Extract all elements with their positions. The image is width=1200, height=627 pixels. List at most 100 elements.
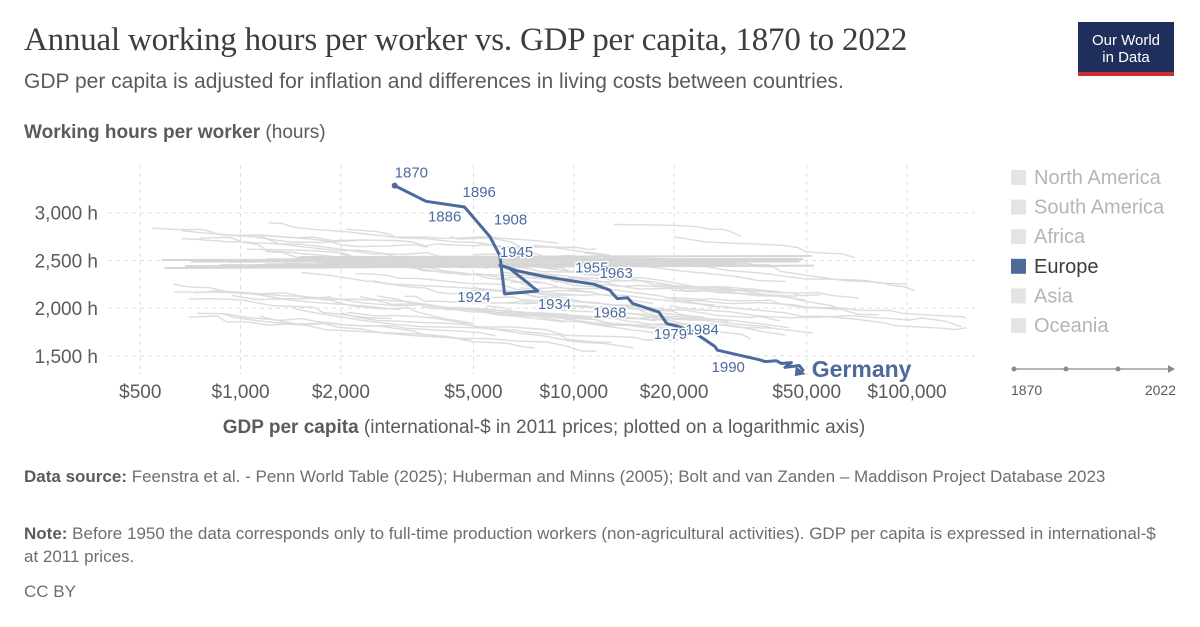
y-tick-label: 2,000 h	[35, 299, 98, 320]
legend-swatch-oceania	[1011, 318, 1026, 333]
background-country-line	[188, 297, 392, 320]
year-label-1990: 1990	[712, 359, 745, 376]
year-label-1955: 1955	[575, 260, 608, 277]
series-label-germany: Germany	[812, 356, 912, 382]
year-label-1886: 1886	[428, 208, 461, 225]
grid-lines	[108, 165, 975, 375]
y-tick-label: 1,500 h	[35, 347, 98, 368]
timeline-slider[interactable]: 1870 2022	[1011, 365, 1176, 398]
background-country-line	[341, 312, 679, 341]
background-country-line	[164, 265, 517, 270]
background-country-line	[288, 304, 634, 349]
germany-line[interactable]	[394, 184, 805, 373]
year-label-1896: 1896	[463, 184, 496, 201]
year-label-1968: 1968	[593, 304, 626, 321]
axis-ticks: 1,500 h 2,000 h 2,500 h 3,000 h $500 $1,000 $2…	[35, 204, 947, 403]
y-axis-label: Working hours per worker (hours)	[24, 122, 326, 143]
x-tick-label: $20,000	[640, 382, 709, 403]
y-tick-label: 3,000 h	[35, 204, 98, 225]
year-label-1924: 1924	[457, 289, 490, 306]
legend-item-south-america[interactable]: South America	[1034, 197, 1165, 219]
background-country-line	[161, 257, 804, 261]
x-tick-label: $500	[119, 382, 161, 403]
legend-item-north-america[interactable]: North America	[1034, 167, 1162, 189]
background-country-line	[505, 268, 860, 299]
chart-title: Annual working hours per worker vs. GDP …	[24, 22, 908, 58]
background-country-line	[373, 281, 591, 308]
note-text: Before 1950 the data corresponds only to…	[24, 524, 1156, 566]
note-label: Note:	[24, 524, 68, 543]
x-tick-label: $50,000	[772, 382, 841, 403]
timeline-tick	[1011, 366, 1017, 372]
background-country-line	[299, 255, 812, 259]
background-country-line	[355, 272, 539, 293]
background-country-line	[501, 302, 711, 322]
background-country-line	[567, 276, 798, 297]
background-country-line	[613, 223, 742, 238]
y-tick-label: 2,500 h	[35, 251, 98, 272]
license[interactable]: CC BY	[24, 582, 76, 601]
legend-swatch-north-america	[1011, 170, 1026, 185]
background-country-line	[597, 305, 729, 323]
scatter-chart: Working hours per worker (hours) 1,500 h…	[24, 122, 1176, 438]
background-country-line	[174, 291, 401, 311]
data-source: Data source: Feenstra et al. - Penn Worl…	[24, 465, 1164, 488]
legend-item-africa[interactable]: Africa	[1034, 226, 1086, 248]
background-country-line	[376, 295, 644, 326]
background-country-line	[671, 296, 967, 320]
background-country-line	[347, 311, 612, 343]
background-country-line	[494, 312, 684, 327]
background-country-line	[533, 276, 805, 301]
germany-series[interactable]: Germany	[391, 182, 912, 383]
background-country-line	[259, 315, 597, 352]
background-country-line	[669, 305, 962, 328]
timeline-tick	[1115, 366, 1121, 372]
background-country-line	[181, 229, 479, 247]
x-axis-label: GDP per capita (international-$ in 2011 …	[223, 417, 865, 438]
background-country-line	[196, 312, 535, 349]
x-tick-label: $2,000	[312, 382, 370, 403]
background-country-line	[495, 264, 737, 292]
timeline-end-label: 2022	[1145, 382, 1176, 398]
year-label-1934: 1934	[538, 296, 571, 313]
timeline-arrow	[1168, 365, 1175, 373]
logo-line-1: Our World	[1091, 32, 1161, 49]
background-country-line	[532, 291, 715, 306]
background-country-line	[662, 284, 821, 297]
legend-swatch-africa	[1011, 229, 1026, 245]
background-country-line	[346, 228, 559, 244]
legend-item-oceania[interactable]: Oceania	[1034, 315, 1109, 337]
series-start-point	[391, 182, 398, 189]
logo-line-2: in Data	[1102, 49, 1150, 66]
year-label-1908: 1908	[494, 212, 527, 229]
background-country-line	[359, 296, 656, 322]
background-country-line	[663, 296, 967, 331]
background-country-line	[301, 271, 575, 296]
region-legend[interactable]: North America South America Africa Europe As…	[1011, 167, 1165, 337]
legend-item-europe[interactable]: Europe	[1034, 256, 1099, 278]
background-country-line	[221, 312, 472, 340]
source-text: Feenstra et al. - Penn World Table (2025…	[126, 467, 1106, 486]
background-country-line	[268, 222, 597, 251]
year-label-1984: 1984	[685, 322, 718, 339]
year-label-1870: 1870	[395, 165, 428, 182]
year-label-1945: 1945	[500, 244, 533, 261]
background-country-line	[542, 265, 783, 293]
year-label-1979: 1979	[654, 326, 687, 343]
background-country-line	[404, 295, 588, 307]
legend-swatch-south-america	[1011, 199, 1026, 215]
series-end-arrow	[794, 366, 806, 377]
x-tick-label: $10,000	[539, 382, 608, 403]
owid-logo[interactable]: Our World in Data	[1078, 22, 1174, 76]
timeline-tick	[1063, 366, 1069, 372]
note: Note: Before 1950 the data corresponds o…	[24, 522, 1174, 568]
year-label-1963: 1963	[600, 265, 633, 282]
source-label: Data source:	[24, 467, 127, 486]
legend-item-asia[interactable]: Asia	[1034, 285, 1074, 307]
x-tick-label: $1,000	[212, 382, 270, 403]
background-country-line	[674, 236, 856, 259]
x-tick-label: $5,000	[444, 382, 502, 403]
background-country-line	[173, 283, 332, 299]
legend-swatch-asia	[1011, 288, 1026, 304]
